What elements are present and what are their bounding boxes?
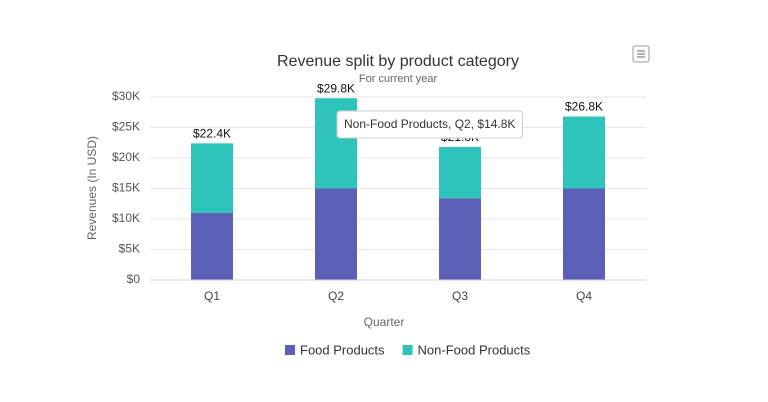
menu-button[interactable]	[632, 45, 650, 63]
total-label: $22.4K	[193, 127, 231, 141]
tooltip-text: Non-Food Products, Q2, $14.8K	[344, 117, 515, 131]
x-tick-label: Q3	[452, 289, 468, 303]
legend-swatch	[402, 345, 413, 355]
legend-label[interactable]: Non-Food Products	[418, 342, 531, 357]
y-tick-label: $0	[127, 272, 141, 286]
y-tick-label: $5K	[119, 242, 140, 256]
bar-segment	[191, 212, 233, 280]
bar-segment	[439, 198, 481, 280]
tooltip-box	[336, 110, 523, 139]
bar-segment	[439, 147, 481, 199]
y-tick-label: $15K	[112, 181, 140, 195]
legend-label[interactable]: Food Products	[300, 342, 385, 357]
chart-subtitle: For current year	[359, 73, 438, 85]
total-label: $29.8K	[317, 81, 355, 95]
x-tick-label: Q4	[576, 289, 592, 303]
x-tick-label: Q1	[204, 289, 220, 303]
y-tick-label: $10K	[112, 211, 140, 225]
y-tick-label: $30K	[112, 89, 140, 103]
y-tick-label: $25K	[112, 120, 140, 134]
legend-swatch	[285, 345, 295, 355]
x-axis-label: Quarter	[364, 315, 405, 329]
bar-segment	[191, 143, 233, 213]
x-tick-label: Q2	[328, 289, 344, 303]
total-label: $26.8K	[565, 100, 603, 114]
y-tick-label: $20K	[112, 150, 140, 164]
y-axis-label: Revenues (In USD)	[85, 136, 99, 240]
bar-segment	[563, 116, 605, 189]
bar-segment	[315, 188, 357, 280]
chart-title: Revenue split by product category	[277, 53, 519, 70]
bar-segment	[563, 188, 605, 280]
